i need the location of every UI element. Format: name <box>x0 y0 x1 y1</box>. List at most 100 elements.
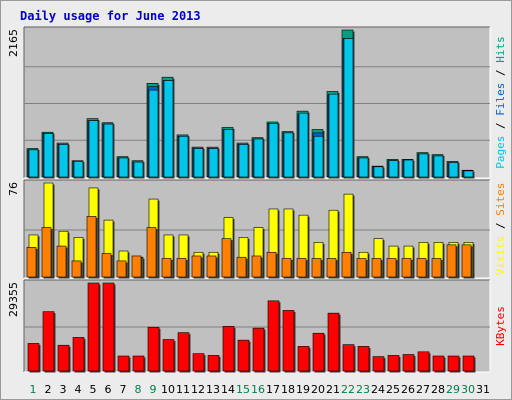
x-tick-label: 3 <box>60 383 67 396</box>
bar-sites-day-30 <box>461 244 472 278</box>
bar-pages-day-27 <box>418 153 429 178</box>
kbytes-panel: 29355 <box>7 279 491 373</box>
bar-sites-day-21 <box>326 258 337 278</box>
bar-kbytes-day-1 <box>27 343 40 372</box>
kbytes-y-max-label: 29355 <box>7 282 20 317</box>
bar-pages-day-24 <box>373 166 384 178</box>
bar-sites-day-25 <box>386 258 397 278</box>
bar-kbytes-day-16 <box>252 327 265 372</box>
bar-pages-day-14 <box>223 129 234 178</box>
bar-kbytes-day-7 <box>117 355 130 372</box>
x-tick-label: 9 <box>150 383 157 396</box>
x-tick-label: 10 <box>161 383 175 396</box>
bar-pages-day-6 <box>103 123 114 178</box>
bar-kbytes-day-28 <box>432 355 445 372</box>
legend-separator: / <box>494 216 507 236</box>
bar-kbytes-day-4 <box>72 337 85 372</box>
bar-pages-day-28 <box>433 155 444 178</box>
bar-pages-day-11 <box>178 135 189 178</box>
kbytes-side-legend: KBytes <box>494 306 507 346</box>
pages-files-hits-panel: 2165 <box>7 26 491 179</box>
bar-pages-day-17 <box>268 123 279 178</box>
x-tick-label: 17 <box>266 383 280 396</box>
legend-files: Files <box>494 83 507 116</box>
x-tick-label: 19 <box>296 383 310 396</box>
legend-pages: Pages <box>494 136 507 169</box>
x-tick-label: 1 <box>30 383 37 396</box>
visits-sites-side-legend: Visits / Sites <box>494 183 507 276</box>
bar-kbytes-day-5 <box>87 282 100 372</box>
x-tick-label: 8 <box>135 383 142 396</box>
bar-pages-day-13 <box>208 148 219 178</box>
x-tick-label: 5 <box>90 383 97 396</box>
legend-kbytes: KBytes <box>494 306 507 346</box>
visits-sites-panel: 76 <box>7 179 491 279</box>
bar-kbytes-day-15 <box>237 339 250 372</box>
bar-sites-day-8 <box>131 255 142 278</box>
bar-pages-day-3 <box>58 144 69 178</box>
visits-sites-y-max-label: 76 <box>7 182 20 196</box>
bar-pages-day-5 <box>88 120 99 178</box>
legend-separator: / <box>494 63 507 83</box>
bar-pages-day-1 <box>28 149 39 178</box>
bar-kbytes-day-3 <box>57 344 70 372</box>
bar-sites-day-27 <box>416 258 427 278</box>
x-tick-label: 15 <box>236 383 250 396</box>
x-tick-label: 16 <box>251 383 265 396</box>
x-tick-label: 31 <box>476 383 490 396</box>
bar-pages-day-30 <box>463 170 474 178</box>
x-tick-label: 2 <box>45 383 52 396</box>
bar-sites-day-6 <box>101 253 112 278</box>
bar-sites-day-9 <box>146 227 157 278</box>
bar-sites-day-22 <box>341 251 352 278</box>
bar-sites-day-13 <box>206 255 217 278</box>
bar-sites-day-16 <box>251 255 262 278</box>
bar-sites-day-5 <box>86 216 97 278</box>
bar-kbytes-day-27 <box>417 351 430 372</box>
bar-kbytes-day-13 <box>207 355 220 372</box>
bar-sites-day-15 <box>236 256 247 278</box>
bar-kbytes-day-14 <box>222 326 235 372</box>
pages-files-hits-y-max-label: 2165 <box>7 29 20 57</box>
bar-kbytes-day-24 <box>372 356 385 372</box>
bar-kbytes-day-10 <box>162 339 175 372</box>
bar-sites-day-17 <box>266 251 277 278</box>
bar-sites-day-26 <box>401 258 412 278</box>
x-tick-label: 20 <box>311 383 325 396</box>
x-tick-label: 29 <box>446 383 460 396</box>
bar-pages-day-19 <box>298 112 309 178</box>
bar-sites-day-7 <box>116 260 127 278</box>
bar-pages-day-9 <box>148 89 159 178</box>
bar-kbytes-day-23 <box>357 346 370 372</box>
x-axis: 1 2 3 4 5 6 7 8 9 10 11 12 13 14 15 16 17 18 19 20 21 22 23 24 2… <box>30 383 491 396</box>
bar-kbytes-day-30 <box>462 355 475 372</box>
bar-pages-day-8 <box>133 161 144 178</box>
x-tick-label: 21 <box>326 383 340 396</box>
x-tick-label: 13 <box>206 383 220 396</box>
bar-sites-day-2 <box>41 227 52 278</box>
legend-hits: Hits <box>494 36 507 63</box>
x-tick-label: 28 <box>431 383 445 396</box>
bar-sites-day-19 <box>296 258 307 278</box>
x-tick-label: 12 <box>191 383 205 396</box>
bar-pages-day-21 <box>328 93 339 178</box>
bar-kbytes-day-22 <box>342 344 355 372</box>
bar-sites-day-3 <box>56 245 67 278</box>
x-tick-label: 11 <box>176 383 190 396</box>
bar-kbytes-day-12 <box>192 353 205 372</box>
bar-pages-day-20 <box>313 135 324 178</box>
x-tick-label: 30 <box>461 383 475 396</box>
bar-kbytes-day-29 <box>447 355 460 372</box>
bar-sites-day-24 <box>371 258 382 278</box>
bar-pages-day-25 <box>388 160 399 178</box>
x-tick-label: 22 <box>341 383 355 396</box>
bar-kbytes-day-8 <box>132 355 145 372</box>
x-tick-label: 18 <box>281 383 295 396</box>
x-tick-label: 26 <box>401 383 415 396</box>
bar-sites-day-10 <box>161 258 172 278</box>
bar-sites-day-14 <box>221 238 232 278</box>
bar-pages-day-4 <box>73 161 84 178</box>
bar-kbytes-day-17 <box>267 300 280 372</box>
bar-sites-day-12 <box>191 255 202 278</box>
